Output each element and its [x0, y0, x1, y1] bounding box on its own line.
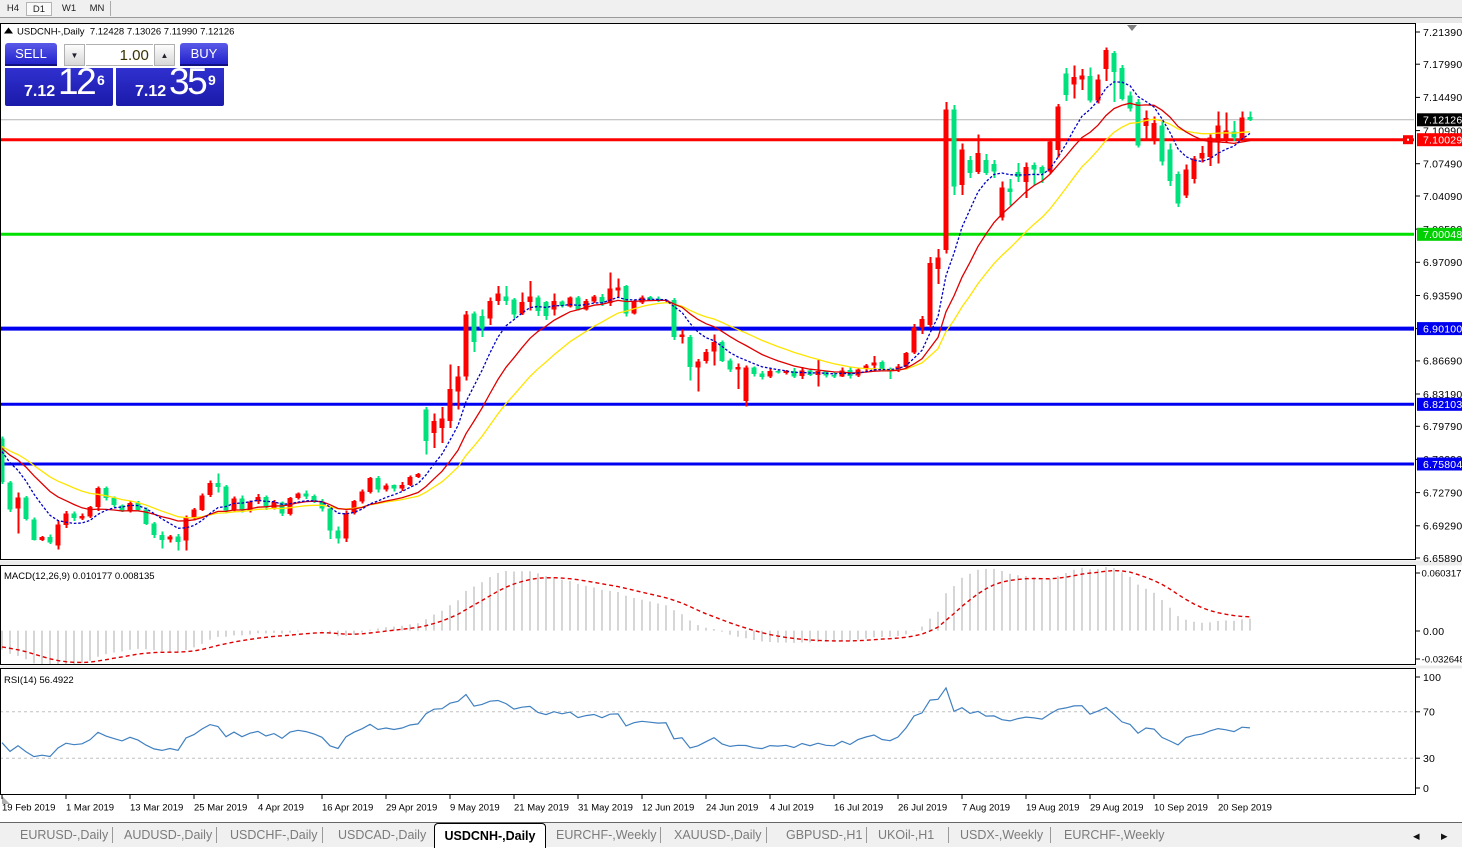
svg-text:29 Aug 2019: 29 Aug 2019	[1090, 803, 1143, 814]
svg-text:4 Apr 2019: 4 Apr 2019	[258, 803, 304, 814]
svg-text:26 Jul 2019: 26 Jul 2019	[898, 803, 947, 814]
svg-text:6.75804: 6.75804	[1423, 459, 1462, 471]
svg-text:30: 30	[1423, 753, 1435, 765]
svg-text:7 Aug 2019: 7 Aug 2019	[962, 803, 1010, 814]
svg-text:0: 0	[1423, 783, 1429, 795]
svg-text:20 Sep 2019: 20 Sep 2019	[1218, 803, 1272, 814]
svg-text:7.00048: 7.00048	[1423, 229, 1462, 241]
svg-text:6.97090: 6.97090	[1423, 257, 1462, 269]
svg-text:1 Mar 2019: 1 Mar 2019	[66, 803, 114, 814]
svg-text:MACD(12,26,9) 0.010177 0.00813: MACD(12,26,9) 0.010177 0.008135	[4, 571, 155, 582]
svg-text:6.82103: 6.82103	[1423, 399, 1462, 411]
svg-text:7.10029: 7.10029	[1423, 135, 1462, 147]
svg-text:7.17990: 7.17990	[1423, 59, 1462, 71]
svg-text:0.060317: 0.060317	[1422, 569, 1462, 580]
svg-text:16 Apr 2019: 16 Apr 2019	[322, 803, 373, 814]
svg-text:7.07490: 7.07490	[1423, 159, 1462, 171]
svg-text:0.00: 0.00	[1423, 626, 1444, 638]
svg-text:29 Apr 2019: 29 Apr 2019	[386, 803, 437, 814]
svg-text:7.21390: 7.21390	[1423, 27, 1462, 39]
svg-text:6.93590: 6.93590	[1423, 290, 1462, 302]
svg-text:19 Feb 2019: 19 Feb 2019	[2, 803, 55, 814]
svg-text:6.65890: 6.65890	[1423, 553, 1462, 565]
svg-text:10 Sep 2019: 10 Sep 2019	[1154, 803, 1208, 814]
svg-text:6.69290: 6.69290	[1423, 521, 1462, 533]
svg-text:7.12126: 7.12126	[1423, 115, 1462, 127]
svg-text:4 Jul 2019: 4 Jul 2019	[770, 803, 814, 814]
svg-text:70: 70	[1423, 707, 1435, 719]
svg-text:6.90100: 6.90100	[1423, 323, 1462, 335]
svg-text:6.79790: 6.79790	[1423, 421, 1462, 433]
svg-text:6.86690: 6.86690	[1423, 356, 1462, 368]
svg-text:6.72790: 6.72790	[1423, 487, 1462, 499]
svg-text:12 Jun 2019: 12 Jun 2019	[642, 803, 694, 814]
svg-text:100: 100	[1423, 672, 1441, 684]
svg-text:16 Jul 2019: 16 Jul 2019	[834, 803, 883, 814]
svg-text:7.04090: 7.04090	[1423, 191, 1462, 203]
svg-text:USDCNH-,Daily 7.12428 7.13026: USDCNH-,Daily 7.12428 7.13026 7.11990 7.…	[17, 27, 234, 38]
svg-text:7.14490: 7.14490	[1423, 92, 1462, 104]
svg-text:9 May 2019: 9 May 2019	[450, 803, 500, 814]
svg-text:13 Mar 2019: 13 Mar 2019	[130, 803, 183, 814]
svg-text:RSI(14) 56.4922: RSI(14) 56.4922	[4, 675, 74, 686]
svg-text:25 Mar 2019: 25 Mar 2019	[194, 803, 247, 814]
svg-text:19 Aug 2019: 19 Aug 2019	[1026, 803, 1079, 814]
svg-text:-0.032648: -0.032648	[1422, 655, 1462, 666]
svg-text:31 May 2019: 31 May 2019	[578, 803, 633, 814]
svg-text:21 May 2019: 21 May 2019	[514, 803, 569, 814]
svg-text:24 Jun 2019: 24 Jun 2019	[706, 803, 758, 814]
